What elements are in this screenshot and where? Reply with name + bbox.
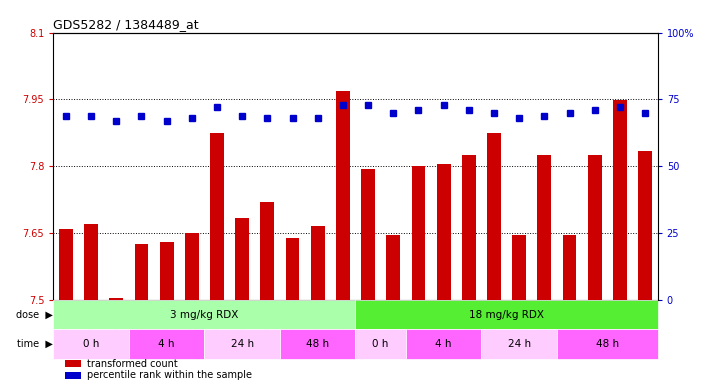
Text: time  ▶: time ▶ <box>18 339 53 349</box>
Bar <box>210 133 224 300</box>
Text: 0 h: 0 h <box>83 339 100 349</box>
Bar <box>538 155 551 300</box>
Bar <box>65 372 80 379</box>
Bar <box>562 235 577 300</box>
Bar <box>412 166 425 300</box>
Bar <box>336 91 350 300</box>
Bar <box>356 300 658 329</box>
Text: 24 h: 24 h <box>508 339 530 349</box>
Bar <box>512 235 526 300</box>
Bar <box>109 298 123 300</box>
Bar <box>235 218 249 300</box>
Bar <box>260 202 274 300</box>
Bar <box>588 155 602 300</box>
Bar <box>487 133 501 300</box>
Bar <box>205 329 280 359</box>
Bar <box>134 244 149 300</box>
Text: 48 h: 48 h <box>596 339 619 349</box>
Bar <box>185 233 199 300</box>
Bar <box>437 164 451 300</box>
Bar <box>65 360 80 367</box>
Bar <box>84 224 98 300</box>
Bar <box>386 235 400 300</box>
Bar <box>462 155 476 300</box>
Bar <box>129 329 205 359</box>
Bar <box>53 329 129 359</box>
Text: 24 h: 24 h <box>230 339 254 349</box>
Bar <box>59 229 73 300</box>
Bar <box>613 100 627 300</box>
Bar <box>280 329 356 359</box>
Bar <box>53 300 356 329</box>
Text: 0 h: 0 h <box>373 339 389 349</box>
Text: 4 h: 4 h <box>159 339 175 349</box>
Text: percentile rank within the sample: percentile rank within the sample <box>87 371 252 381</box>
Bar <box>311 227 325 300</box>
Bar <box>286 238 299 300</box>
Text: 3 mg/kg RDX: 3 mg/kg RDX <box>170 310 239 319</box>
Bar <box>557 329 658 359</box>
Text: 18 mg/kg RDX: 18 mg/kg RDX <box>469 310 544 319</box>
Text: dose  ▶: dose ▶ <box>16 310 53 319</box>
Bar <box>361 169 375 300</box>
Text: 4 h: 4 h <box>435 339 452 349</box>
Text: GDS5282 / 1384489_at: GDS5282 / 1384489_at <box>53 18 199 31</box>
Bar <box>406 329 481 359</box>
Bar <box>160 242 173 300</box>
Bar <box>481 329 557 359</box>
Bar <box>638 151 652 300</box>
Text: 48 h: 48 h <box>306 339 329 349</box>
Text: transformed count: transformed count <box>87 359 177 369</box>
Bar <box>356 329 406 359</box>
